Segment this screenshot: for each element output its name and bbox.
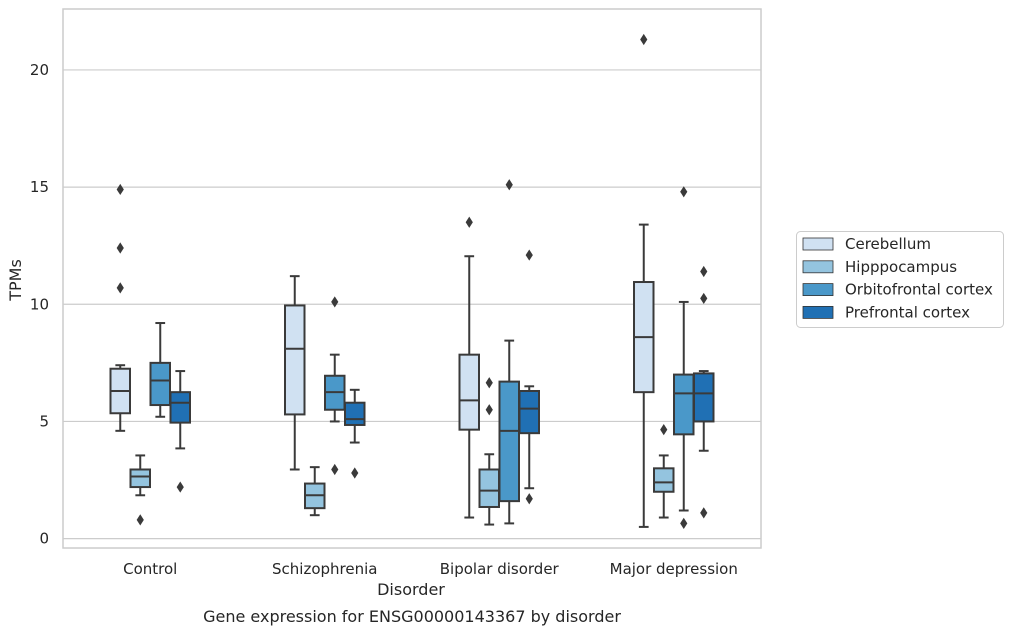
box-prefrontal-cortex-control	[169, 370, 191, 493]
legend-frame	[796, 231, 1004, 328]
plot-frame	[62, 8, 762, 549]
legend-label: Cerebellum	[845, 235, 931, 253]
y-axis-label: TPMs	[6, 259, 25, 302]
chart-caption: Gene expression for ENSG00000143367 by d…	[203, 607, 621, 626]
box-prefrontal-cortex-schizophrenia	[344, 388, 366, 479]
legend-item-hipppocampus: Hipppocampus	[802, 258, 957, 276]
outlier-point	[680, 517, 688, 529]
box-orbitofrontal-cortex-bipolar-disorder	[498, 179, 520, 525]
legend-item-cerebellum: Cerebellum	[802, 235, 931, 253]
box-orbitofrontal-cortex-schizophrenia	[324, 296, 346, 476]
x-axis-label: Disorder	[377, 580, 445, 599]
legend-swatch	[802, 305, 834, 319]
legend: Cerebellum Hipppocampus Orbitofrontal cort…	[796, 231, 1004, 328]
box-iqr	[478, 468, 500, 508]
y-axis-ticks: 0 5 10 15 20	[30, 61, 49, 548]
box-orbitofrontal-cortex-major-depression	[673, 186, 695, 529]
y-tick-label: 20	[30, 61, 49, 79]
legend-label: Hipppocampus	[845, 258, 957, 276]
outlier-point	[176, 481, 184, 493]
outlier-point	[660, 424, 668, 436]
box-prefrontal-cortex-major-depression	[693, 265, 715, 519]
outlier-point	[331, 463, 339, 476]
box-hipppocampus-major-depression	[653, 424, 675, 519]
outlier-point	[116, 282, 124, 294]
box-orbitofrontal-cortex-control	[149, 322, 171, 418]
outlier-point	[465, 216, 473, 228]
y-tick-label: 15	[30, 178, 49, 196]
box-iqr	[458, 353, 480, 431]
y-tick-label: 5	[39, 412, 49, 430]
y-tick-label: 0	[39, 530, 49, 548]
outlier-point	[700, 265, 708, 278]
plot-area	[109, 33, 715, 529]
box-iqr	[169, 391, 191, 424]
outlier-point	[700, 507, 708, 519]
outlier-point	[116, 183, 124, 196]
outlier-point	[136, 514, 144, 526]
box-prefrontal-cortex-bipolar-disorder	[518, 249, 540, 505]
outlier-point	[505, 179, 513, 191]
box-iqr	[284, 304, 306, 416]
x-tick-label: Schizophrenia	[272, 560, 377, 578]
box-iqr	[149, 361, 171, 407]
outlier-point	[680, 186, 688, 198]
y-tick-label: 10	[30, 295, 49, 313]
x-tick-label: Bipolar disorder	[440, 560, 560, 578]
x-tick-label: Major depression	[610, 560, 738, 578]
x-tick-label: Control	[123, 560, 177, 578]
box-iqr	[129, 468, 151, 489]
box-cerebellum-control	[109, 183, 131, 432]
outlier-point	[116, 242, 124, 254]
outlier-point	[700, 292, 708, 305]
box-iqr	[653, 467, 675, 493]
outlier-point	[640, 33, 648, 46]
box-cerebellum-bipolar-disorder	[458, 216, 480, 519]
outlier-point	[485, 404, 493, 416]
box-cerebellum-schizophrenia	[284, 275, 306, 471]
box-iqr	[498, 380, 520, 503]
box-hipppocampus-schizophrenia	[304, 466, 326, 517]
legend-items: Cerebellum Hipppocampus Orbitofrontal cort…	[802, 235, 993, 321]
outlier-point	[485, 377, 493, 389]
legend-label: Orbitofrontal cortex	[845, 281, 993, 299]
outlier-point	[525, 249, 533, 261]
box-cerebellum-major-depression	[633, 33, 655, 528]
box-iqr	[344, 401, 366, 426]
box-iqr	[673, 373, 695, 436]
legend-item-orbitofrontal-cortex: Orbitofrontal cortex	[802, 281, 993, 299]
legend-item-prefrontal-cortex: Prefrontal cortex	[802, 303, 970, 321]
legend-label: Prefrontal cortex	[845, 303, 970, 321]
legend-swatch	[802, 283, 834, 297]
box-iqr	[518, 389, 540, 435]
legend-swatch	[802, 237, 834, 251]
outlier-point	[351, 467, 359, 479]
outlier-point	[525, 493, 533, 505]
box-hipppocampus-control	[129, 454, 151, 526]
outlier-point	[331, 296, 339, 308]
box-hipppocampus-bipolar-disorder	[478, 377, 500, 526]
x-axis-ticks: Control Schizophrenia Bipolar disorder Majo…	[123, 560, 738, 578]
box-iqr	[693, 372, 715, 423]
legend-swatch	[802, 260, 834, 274]
